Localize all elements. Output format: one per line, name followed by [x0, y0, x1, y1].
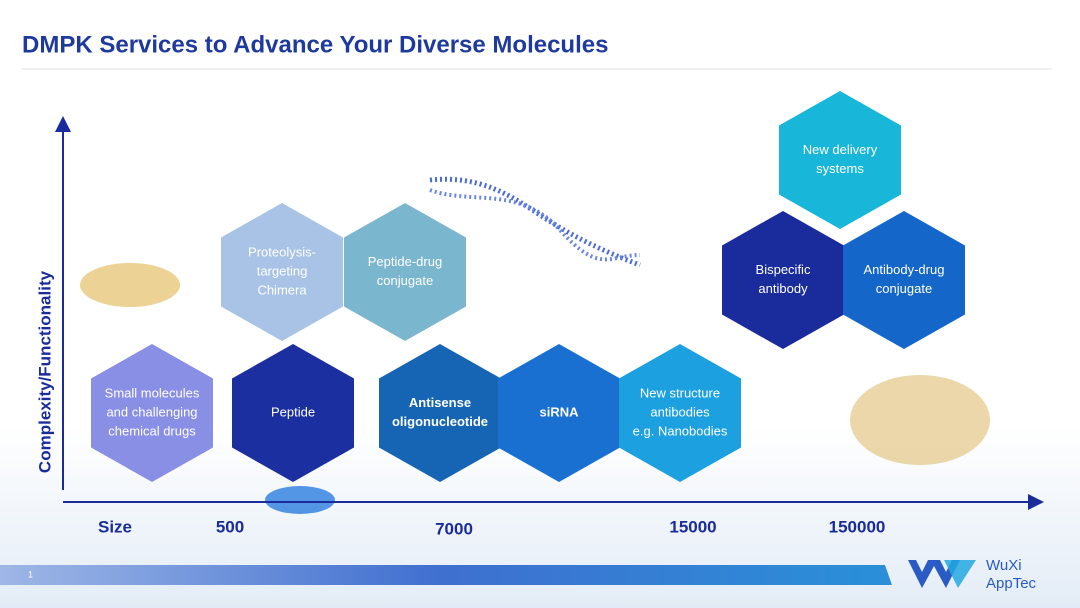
- peptide-decoration: [265, 486, 335, 514]
- hexagon-label: Proteolysis-: [248, 244, 316, 259]
- hexagon: [619, 344, 741, 482]
- hexagon-label: Peptide: [271, 404, 315, 419]
- dna-decoration: [429, 188, 641, 262]
- size-label: 15000: [669, 517, 716, 536]
- hexagon: [91, 344, 213, 482]
- molecule-decoration: [80, 263, 180, 307]
- footer-band-tip: [860, 565, 892, 585]
- hexagon-label: Peptide-drug: [368, 254, 442, 269]
- x-axis-label: Size: [98, 517, 132, 536]
- antibody-decoration: [850, 375, 990, 465]
- hexagon: [344, 203, 466, 341]
- hexagon-label: conjugate: [377, 273, 433, 288]
- hexagon-label: Bispecific: [756, 262, 811, 277]
- page-number: 1: [28, 569, 33, 579]
- hexagon-label: conjugate: [876, 281, 932, 296]
- hexagon-label: targeting: [257, 263, 308, 278]
- hexagon: [232, 344, 354, 482]
- hexagon-label: Small molecules: [105, 385, 200, 400]
- y-axis-label: Complexity/Functionality: [35, 270, 54, 473]
- hexagon: [722, 211, 844, 349]
- hexagon-label: oligonucleotide: [392, 414, 488, 429]
- hexagon-label: New structure: [640, 385, 720, 400]
- hexagon: [379, 344, 501, 482]
- hexagon-label: and challenging: [106, 404, 197, 419]
- footer-band: [0, 565, 880, 585]
- hexagon-label: siRNA: [539, 404, 579, 419]
- hexagon: [779, 91, 901, 229]
- hexagon-label: Chimera: [257, 282, 307, 297]
- hexagon-label: Antisense: [409, 395, 471, 410]
- hexagon-label: antibodies: [650, 404, 710, 419]
- hexagon: [221, 203, 343, 341]
- size-label: 7000: [435, 519, 473, 538]
- logo-text: WuXi: [986, 557, 1022, 574]
- size-label: 500: [216, 517, 244, 536]
- size-label: 150000: [829, 517, 886, 536]
- hexagon: [843, 211, 965, 349]
- hexagon-label: Antibody-drug: [864, 262, 945, 277]
- hexagon-label: e.g. Nanobodies: [633, 423, 728, 438]
- logo-text: AppTec: [986, 575, 1037, 592]
- hexagon-label: chemical drugs: [108, 423, 196, 438]
- hexagon-label: antibody: [758, 281, 808, 296]
- title: DMPK Services to Advance Your Diverse Mo…: [22, 31, 608, 58]
- hexagon: [498, 344, 620, 482]
- hexagon-label: systems: [816, 161, 864, 176]
- hexagon-label: New delivery: [803, 142, 878, 157]
- logo-mark: [908, 560, 960, 588]
- logo-mark: [944, 560, 976, 588]
